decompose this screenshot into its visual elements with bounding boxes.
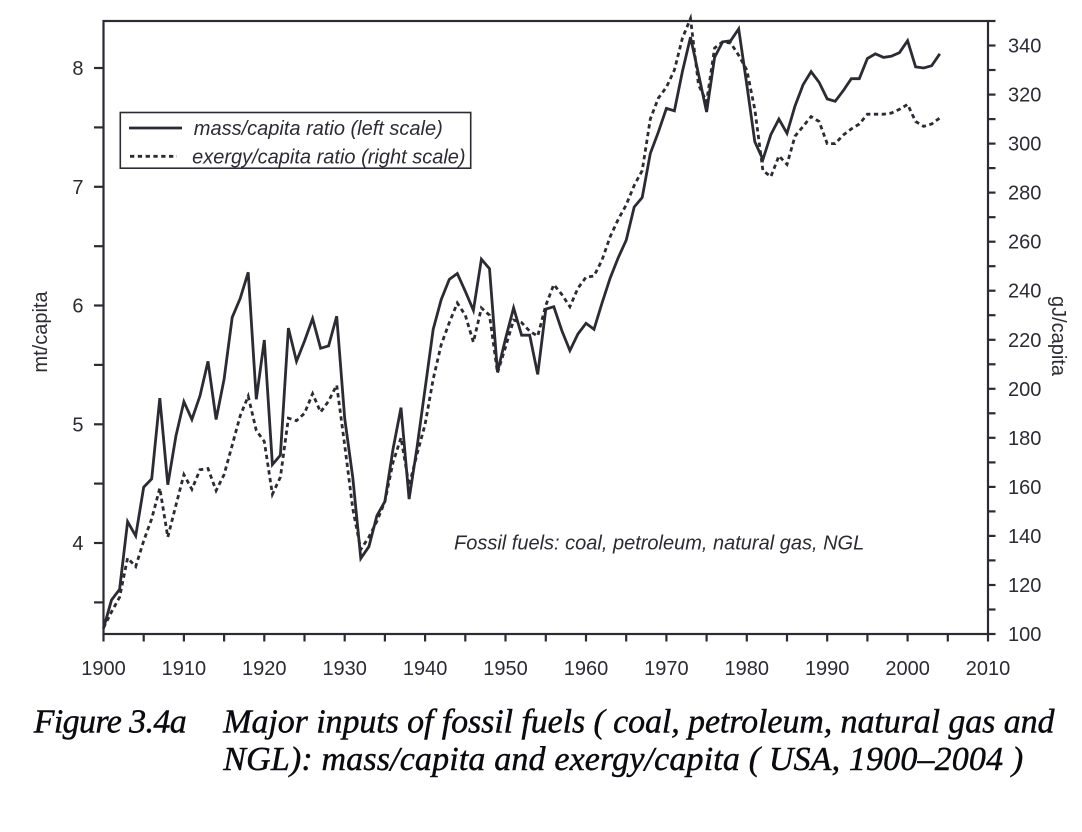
svg-text:1960: 1960 [564, 658, 609, 680]
svg-text:260: 260 [1008, 232, 1041, 254]
svg-text:8: 8 [72, 58, 83, 80]
svg-text:2000: 2000 [885, 658, 930, 680]
svg-text:1980: 1980 [725, 658, 770, 680]
svg-text:Fossil fuels: coal, petroleum,: Fossil fuels: coal, petroleum, natural g… [454, 532, 864, 554]
svg-text:1970: 1970 [644, 658, 689, 680]
svg-text:1950: 1950 [483, 658, 528, 680]
svg-text:1910: 1910 [162, 658, 207, 680]
svg-text:4: 4 [72, 533, 83, 555]
svg-text:Major inputs of fossil fuels (: Major inputs of fossil fuels ( coal, pet… [222, 703, 1055, 740]
svg-text:1990: 1990 [805, 658, 850, 680]
svg-text:1900: 1900 [81, 658, 126, 680]
svg-text:280: 280 [1008, 183, 1041, 205]
svg-text:220: 220 [1008, 330, 1041, 352]
svg-text:7: 7 [72, 177, 83, 199]
svg-text:1920: 1920 [242, 658, 287, 680]
svg-text:180: 180 [1008, 428, 1041, 450]
svg-text:6: 6 [72, 296, 83, 318]
svg-text:5: 5 [72, 414, 83, 436]
svg-text:Figure 3.4a: Figure 3.4a [33, 703, 186, 740]
svg-text:320: 320 [1008, 85, 1041, 107]
svg-text:1940: 1940 [403, 658, 448, 680]
svg-text:mass/capita ratio (left scale): mass/capita ratio (left scale) [194, 118, 443, 140]
svg-text:2010: 2010 [966, 658, 1011, 680]
svg-text:gJ/capita: gJ/capita [1047, 296, 1069, 377]
svg-text:160: 160 [1008, 477, 1041, 499]
svg-text:1930: 1930 [322, 658, 367, 680]
svg-text:mt/capita: mt/capita [30, 291, 52, 373]
svg-text:100: 100 [1008, 624, 1041, 646]
svg-text:300: 300 [1008, 134, 1041, 156]
svg-text:200: 200 [1008, 379, 1041, 401]
svg-text:140: 140 [1008, 526, 1041, 548]
svg-text:240: 240 [1008, 281, 1041, 303]
svg-text:340: 340 [1008, 36, 1041, 58]
svg-text:exergy/capita ratio (right sca: exergy/capita ratio (right scale) [192, 146, 465, 168]
svg-text:120: 120 [1008, 575, 1041, 597]
svg-text:NGL): mass/capita and exergy/c: NGL): mass/capita and exergy/capita ( US… [222, 741, 1023, 778]
